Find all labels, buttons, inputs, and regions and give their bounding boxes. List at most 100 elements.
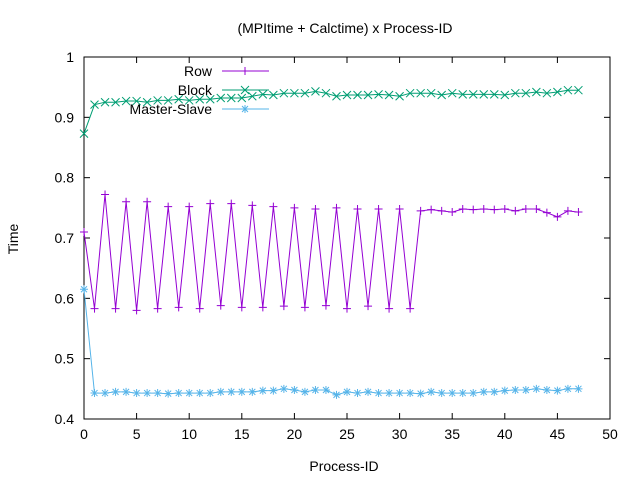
- data-point-master-slave: [279, 384, 288, 393]
- data-point-row: [300, 303, 309, 312]
- data-point-block: [500, 90, 510, 100]
- data-point-master-slave: [521, 386, 530, 395]
- data-point-row: [448, 208, 457, 217]
- data-point-master-slave: [321, 386, 330, 395]
- data-point-row: [174, 303, 183, 312]
- data-point-row: [521, 205, 530, 214]
- data-point-block: [100, 97, 110, 107]
- y-tick-label: 0.5: [55, 351, 75, 367]
- data-point-block: [79, 129, 89, 138]
- y-tick-label: 0.8: [55, 170, 75, 186]
- x-tick-label: 15: [234, 426, 250, 442]
- data-point-row: [290, 203, 299, 212]
- data-point-row: [185, 202, 194, 211]
- data-point-block: [363, 90, 373, 100]
- data-point-row: [343, 304, 351, 313]
- data-point-block: [216, 93, 226, 103]
- data-point-master-slave: [395, 389, 404, 398]
- data-point-master-slave: [132, 389, 141, 398]
- data-point-row: [279, 302, 288, 311]
- data-point-master-slave: [227, 387, 236, 396]
- data-point-master-slave: [406, 389, 415, 398]
- data-point-block: [321, 88, 331, 98]
- data-point-block: [489, 90, 499, 99]
- y-axis-label: Time: [5, 223, 21, 254]
- data-point-block: [532, 87, 541, 97]
- data-point-block: [563, 85, 573, 95]
- y-tick-label: 1: [66, 49, 74, 65]
- data-point-block: [395, 91, 404, 101]
- data-point-row: [469, 205, 478, 214]
- data-point-master-slave: [511, 386, 520, 395]
- data-point-row: [90, 304, 99, 313]
- data-point-master-slave: [574, 384, 583, 393]
- data-point-block: [353, 90, 362, 100]
- data-point-row: [227, 199, 236, 208]
- data-point-row: [563, 206, 572, 215]
- x-tick-label: 50: [602, 426, 618, 442]
- data-point-block: [447, 88, 457, 98]
- data-point-block: [174, 94, 184, 104]
- data-point-master-slave: [364, 387, 373, 396]
- data-point-row: [511, 206, 520, 215]
- data-point-block: [374, 90, 383, 99]
- data-point-master-slave: [111, 387, 120, 396]
- x-tick-label: 0: [80, 426, 88, 442]
- data-point-master-slave: [416, 389, 425, 398]
- data-point-block: [247, 91, 257, 101]
- data-point-row: [374, 205, 383, 214]
- x-tick-label: 20: [287, 426, 303, 442]
- data-point-row: [395, 205, 404, 214]
- data-point-block: [510, 88, 520, 98]
- data-point-block: [426, 88, 436, 98]
- y-tick-label: 0.6: [55, 290, 75, 306]
- data-point-master-slave: [448, 389, 457, 398]
- data-point-block: [132, 96, 141, 106]
- data-point-master-slave: [248, 387, 257, 396]
- data-point-block: [553, 87, 562, 97]
- data-point-row: [364, 302, 373, 311]
- series-layer: [79, 85, 583, 399]
- data-point-block: [290, 88, 299, 98]
- data-point-row: [258, 303, 267, 312]
- data-point-block: [111, 97, 120, 107]
- legend-label-master-slave: Master-Slave: [130, 101, 213, 117]
- data-point-row: [532, 205, 541, 214]
- data-point-block: [311, 87, 320, 96]
- data-point-row: [427, 205, 436, 214]
- series-block: [79, 85, 583, 138]
- data-point-master-slave: [258, 386, 267, 395]
- series-line-row: [83, 194, 579, 311]
- data-point-block: [332, 91, 341, 101]
- data-point-master-slave: [553, 386, 562, 395]
- data-point-master-slave: [269, 386, 278, 395]
- data-point-row: [216, 301, 225, 310]
- data-point-master-slave: [469, 389, 478, 398]
- data-point-master-slave: [237, 387, 246, 396]
- data-point-master-slave: [532, 384, 541, 393]
- data-point-master-slave: [500, 386, 509, 395]
- series-master-slave: [80, 285, 583, 399]
- series-line-block: [83, 89, 579, 134]
- legend-marker-row: [241, 67, 249, 75]
- data-point-row: [164, 202, 173, 211]
- data-point-master-slave: [122, 387, 131, 396]
- data-point-master-slave: [143, 389, 152, 398]
- legend: Row Block Master-Slave: [130, 63, 269, 117]
- data-point-row: [143, 197, 152, 206]
- data-point-block: [279, 88, 289, 98]
- data-point-block: [342, 90, 352, 100]
- data-point-master-slave: [385, 389, 394, 398]
- data-point-master-slave: [353, 389, 362, 398]
- data-point-master-slave: [437, 389, 446, 398]
- legend-label-block: Block: [178, 82, 213, 98]
- data-point-row: [479, 205, 488, 214]
- data-point-row: [416, 206, 425, 215]
- series-row: [80, 190, 583, 315]
- data-point-row: [490, 205, 499, 214]
- x-tick-label: 5: [133, 426, 141, 442]
- data-point-master-slave: [153, 389, 162, 398]
- data-point-row: [101, 190, 110, 199]
- x-tick-label: 30: [392, 426, 408, 442]
